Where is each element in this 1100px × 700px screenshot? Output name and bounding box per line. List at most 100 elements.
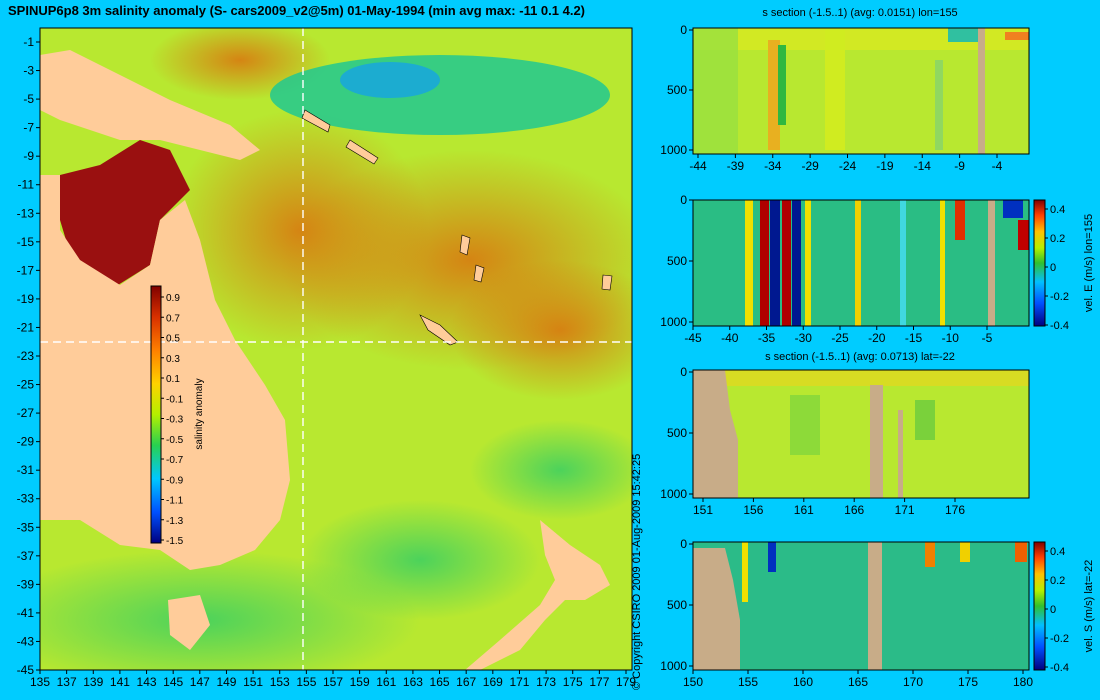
vel-s-x-axis: 150 155 160 165 170 175 180 bbox=[683, 670, 1033, 689]
section-streak bbox=[790, 395, 820, 455]
salinity-colorbar: 0.9 0.7 0.5 0.3 0.1 -0.1 -0.3 -0.5 -0.7 -0.9 -1.1 -… bbox=[150, 285, 205, 547]
y-tick-label: -27 bbox=[17, 406, 35, 420]
x-tick-label: 151 bbox=[693, 503, 713, 517]
x-tick-label: 157 bbox=[323, 675, 343, 689]
map-x-axis: 135 137 139 141 143 145 147 149 151 153 155 157 159 1… bbox=[30, 670, 636, 689]
velocity-streak bbox=[1003, 200, 1023, 218]
cool-anomaly-region bbox=[300, 500, 540, 620]
x-tick-label: 173 bbox=[536, 675, 556, 689]
colorbar-tick-label: 0.9 bbox=[166, 293, 180, 304]
x-tick-label: -19 bbox=[876, 159, 894, 173]
velocity-streak bbox=[805, 200, 811, 326]
y-tick-label: 500 bbox=[667, 254, 687, 268]
solomon-island bbox=[301, 109, 331, 133]
section-streak bbox=[1005, 32, 1029, 40]
colorbar-tick-label: 0 bbox=[1050, 604, 1056, 616]
map-frame bbox=[39, 27, 633, 671]
x-tick-label: -29 bbox=[801, 159, 819, 173]
x-tick-label: -20 bbox=[868, 331, 886, 345]
salinity-colorbar-bar bbox=[150, 285, 162, 544]
page-title: SPINUP6p8 3m salinity anomaly (S- cars20… bbox=[8, 3, 586, 18]
vel-s-section-panel: 150 155 160 165 170 175 180 0 500 1000 0.4 0.2 0 -0… bbox=[660, 537, 1095, 689]
australia-landmass bbox=[40, 175, 290, 570]
colorbar-tick-label: -0.9 bbox=[166, 475, 184, 486]
colorbar-tick-label: -0.4 bbox=[1050, 320, 1069, 332]
velocity-streak bbox=[782, 200, 791, 326]
y-tick-label: -19 bbox=[17, 292, 35, 306]
y-tick-label: 500 bbox=[667, 83, 687, 97]
s-section-lon-title: s section (-1.5..1) (avg: 0.0151) lon=15… bbox=[762, 7, 957, 19]
y-tick-label: -1 bbox=[23, 35, 34, 49]
x-tick-label: -34 bbox=[764, 159, 782, 173]
x-tick-label: 176 bbox=[945, 503, 965, 517]
y-tick-label: -37 bbox=[17, 549, 35, 563]
vel-s-colorbar-ticks: 0.4 0.2 0 -0.2 -0.4 bbox=[1045, 546, 1069, 674]
x-tick-label: 159 bbox=[350, 675, 370, 689]
x-tick-label: 155 bbox=[296, 675, 316, 689]
x-tick-label: -10 bbox=[942, 331, 960, 345]
velocity-streak bbox=[745, 200, 753, 326]
cool-anomaly-region bbox=[470, 420, 632, 520]
tasmania-landmass bbox=[168, 595, 210, 650]
x-tick-label: 175 bbox=[958, 675, 978, 689]
vel-s-frame bbox=[692, 541, 1030, 671]
y-tick-label: -9 bbox=[23, 149, 34, 163]
y-tick-label: -21 bbox=[17, 320, 35, 334]
velocity-streak bbox=[760, 200, 769, 326]
x-tick-label: 141 bbox=[110, 675, 130, 689]
velocity-streak bbox=[940, 200, 945, 326]
vel-e-colorbar-label: vel. E (m/s) lon=155 bbox=[1083, 214, 1095, 312]
x-tick-label: 163 bbox=[403, 675, 423, 689]
colorbar-tick-label: -1.5 bbox=[166, 536, 184, 547]
warm-anomaly-region bbox=[170, 110, 430, 350]
y-tick-label: -29 bbox=[17, 435, 35, 449]
s-section-lat-title: s section (-1.5..1) (avg: 0.0713) lat=-2… bbox=[765, 351, 955, 363]
salinity-colorbar-label: salinity anomaly bbox=[194, 378, 205, 449]
y-tick-label: -17 bbox=[17, 263, 35, 277]
x-tick-label: 135 bbox=[30, 675, 50, 689]
y-tick-label: -45 bbox=[17, 663, 35, 677]
s-section-lat-x-axis: 151 156 161 166 171 176 bbox=[693, 498, 965, 517]
vel-s-field bbox=[693, 542, 1029, 670]
colorbar-tick-label: 0.4 bbox=[1050, 204, 1065, 216]
section-streak bbox=[693, 28, 738, 154]
colorbar-tick-label: -0.3 bbox=[166, 415, 184, 426]
y-tick-label: 1000 bbox=[660, 659, 687, 673]
colorbar-tick-label: 0.2 bbox=[1050, 575, 1065, 587]
x-tick-label: 179 bbox=[616, 675, 636, 689]
vel-s-colorbar bbox=[1033, 541, 1046, 671]
vel-e-y-axis: 0 500 1000 bbox=[660, 193, 693, 329]
x-tick-label: -40 bbox=[721, 331, 739, 345]
section-streak bbox=[768, 40, 780, 150]
x-tick-label: -44 bbox=[689, 159, 707, 173]
land-mask bbox=[693, 548, 740, 670]
land-mask bbox=[870, 385, 883, 498]
y-tick-label: -7 bbox=[23, 121, 34, 135]
salinity-map: 135 137 139 141 143 145 147 149 151 153 155 157 159 1… bbox=[17, 27, 636, 689]
x-tick-label: 166 bbox=[844, 503, 864, 517]
x-tick-label: -4 bbox=[992, 159, 1003, 173]
velocity-streak bbox=[900, 200, 906, 326]
x-tick-label: 169 bbox=[483, 675, 503, 689]
y-tick-label: -31 bbox=[17, 463, 35, 477]
section-streak bbox=[915, 400, 935, 440]
y-tick-label: 0 bbox=[680, 23, 687, 37]
colorbar-tick-label: -1.1 bbox=[166, 496, 184, 507]
velocity-streak bbox=[1015, 542, 1027, 562]
x-tick-label: -9 bbox=[954, 159, 965, 173]
x-tick-label: 165 bbox=[848, 675, 868, 689]
y-tick-label: -11 bbox=[18, 178, 35, 192]
x-tick-label: -14 bbox=[914, 159, 932, 173]
velocity-streak bbox=[792, 200, 801, 326]
x-tick-label: -5 bbox=[982, 331, 993, 345]
vanuatu-island bbox=[459, 234, 471, 256]
section-streak bbox=[778, 45, 786, 125]
land-mask bbox=[868, 542, 882, 670]
x-tick-label: 171 bbox=[509, 675, 529, 689]
colorbar-tick-label: 0.4 bbox=[1050, 546, 1065, 558]
fresh-anomaly-region bbox=[340, 62, 440, 98]
y-tick-label: 0 bbox=[680, 193, 687, 207]
x-tick-label: -25 bbox=[831, 331, 849, 345]
x-tick-label: 149 bbox=[216, 675, 236, 689]
